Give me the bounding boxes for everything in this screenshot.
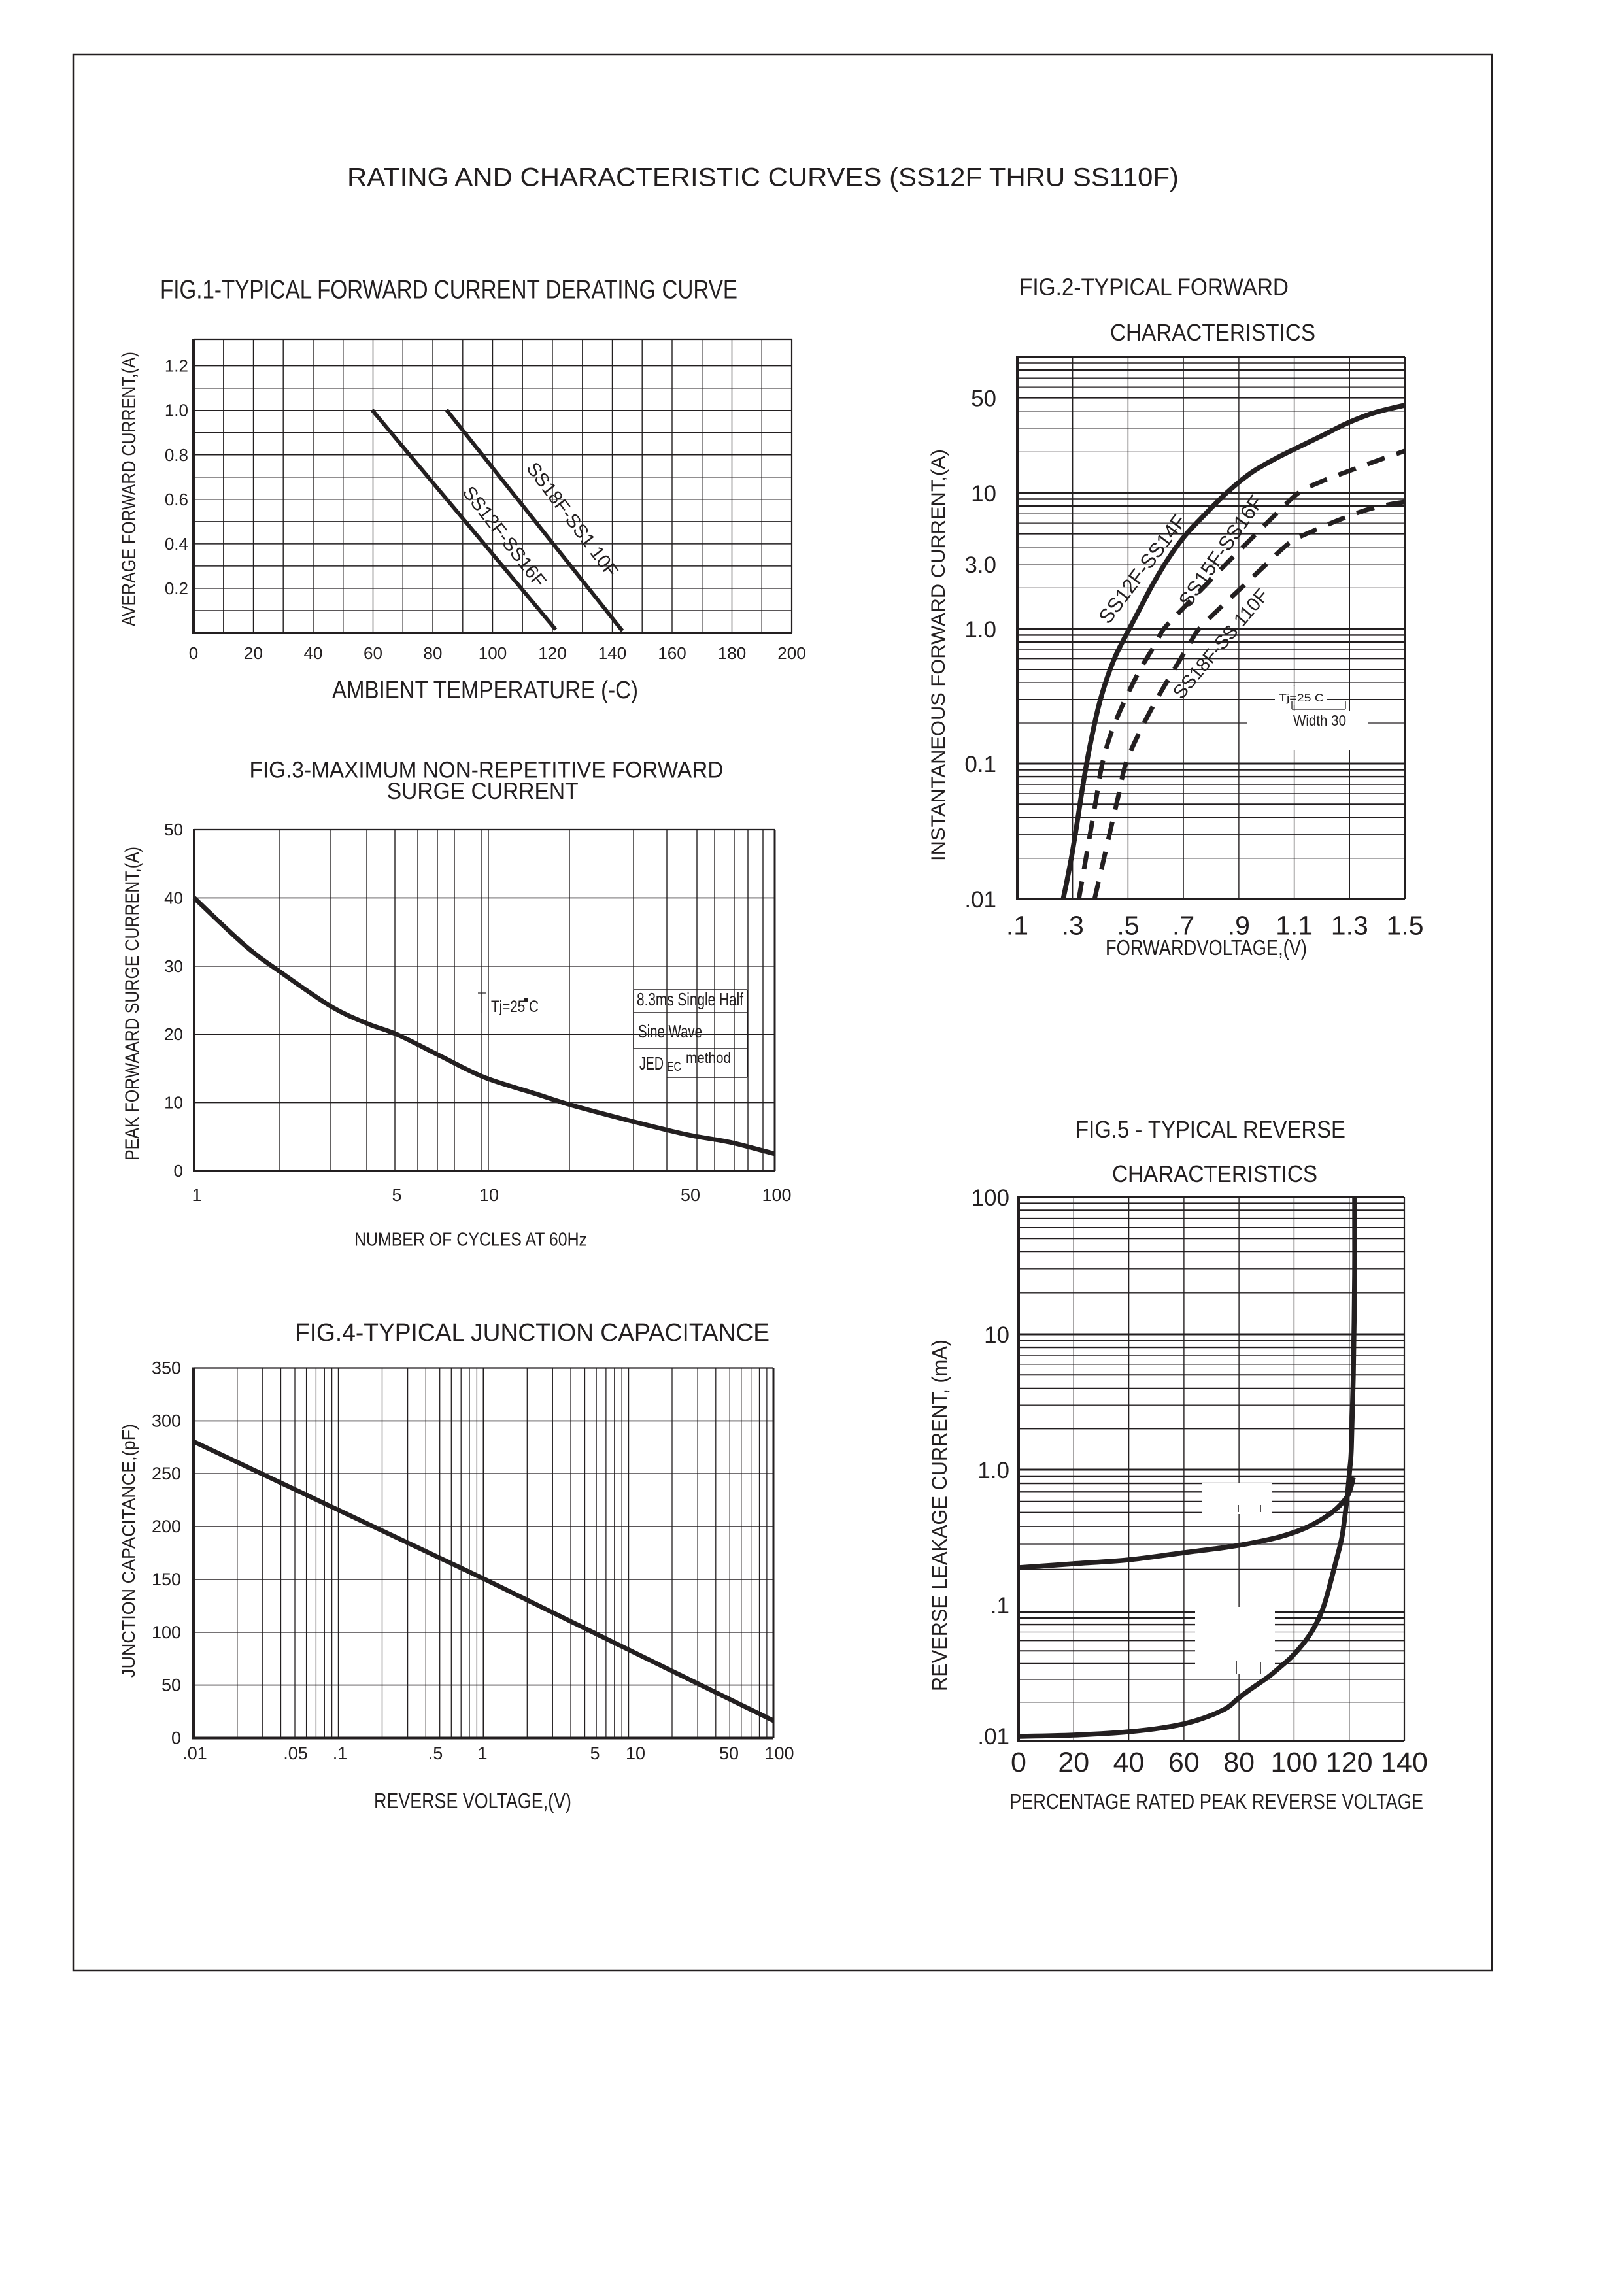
svg-text:100: 100 xyxy=(764,1744,794,1763)
svg-text:CHARACTERISTICS: CHARACTERISTICS xyxy=(1112,1160,1317,1187)
svg-text:30: 30 xyxy=(164,956,183,976)
svg-text:0.2: 0.2 xyxy=(165,579,188,598)
svg-text:40: 40 xyxy=(1113,1747,1145,1778)
svg-text:350: 350 xyxy=(152,1358,181,1378)
svg-text:60: 60 xyxy=(1168,1747,1200,1778)
svg-text:JED: JED xyxy=(639,1053,664,1073)
svg-text:3.0: 3.0 xyxy=(964,552,996,578)
svg-text:60: 60 xyxy=(364,643,382,663)
svg-text:10: 10 xyxy=(479,1185,499,1205)
svg-text:5: 5 xyxy=(590,1744,600,1763)
svg-text:.1: .1 xyxy=(333,1744,348,1763)
svg-text:1.5: 1.5 xyxy=(1387,911,1424,941)
svg-text:300: 300 xyxy=(152,1411,181,1430)
svg-text:.5: .5 xyxy=(1117,911,1139,941)
svg-text:RATING AND CHARACTERISTIC CURV: RATING AND CHARACTERISTIC CURVES (SS12F … xyxy=(347,163,1179,192)
svg-text:.05: .05 xyxy=(283,1744,308,1763)
svg-text:80: 80 xyxy=(1223,1747,1255,1778)
svg-text:REVERSE LEAKAGE CURRENT, (mA): REVERSE LEAKAGE CURRENT, (mA) xyxy=(928,1340,951,1691)
svg-text:CHARACTERISTICS: CHARACTERISTICS xyxy=(1110,319,1315,346)
svg-text:Width 30: Width 30 xyxy=(1293,712,1346,729)
svg-text:250: 250 xyxy=(152,1464,181,1483)
svg-text:AVERAGE FORWARD CURRENT,(A): AVERAGE FORWARD CURRENT,(A) xyxy=(118,352,140,626)
svg-text:40: 40 xyxy=(164,888,183,907)
svg-text:0.8: 0.8 xyxy=(165,445,188,465)
svg-text:50: 50 xyxy=(719,1744,739,1763)
svg-text:0: 0 xyxy=(174,1161,183,1181)
svg-text:.01: .01 xyxy=(977,1724,1009,1749)
svg-text:140: 140 xyxy=(598,643,626,663)
svg-text:50: 50 xyxy=(164,820,183,839)
svg-text:10: 10 xyxy=(984,1323,1009,1348)
svg-text:100: 100 xyxy=(479,643,507,663)
svg-text:10: 10 xyxy=(164,1093,183,1113)
svg-text:180: 180 xyxy=(718,643,746,663)
svg-text:FORWARDVOLTAGE,(V): FORWARDVOLTAGE,(V) xyxy=(1106,936,1307,960)
svg-text:Tj=25 C: Tj=25 C xyxy=(491,998,539,1016)
svg-text:AMBIENT TEMPERATURE (-C): AMBIENT TEMPERATURE (-C) xyxy=(332,677,638,704)
svg-text:0.6: 0.6 xyxy=(165,490,188,509)
svg-text:120: 120 xyxy=(538,643,566,663)
svg-text:0.4: 0.4 xyxy=(165,534,188,554)
svg-text:1: 1 xyxy=(477,1744,487,1763)
svg-text:REVERSE VOLTAGE,(V): REVERSE VOLTAGE,(V) xyxy=(374,1789,571,1813)
svg-text:1.0: 1.0 xyxy=(964,617,996,643)
svg-text:FIG.3-MAXIMUM NON-REPETITIVE F: FIG.3-MAXIMUM NON-REPETITIVE FORWARD xyxy=(250,757,724,783)
svg-text:20: 20 xyxy=(1058,1747,1089,1778)
svg-text:.5: .5 xyxy=(428,1744,443,1763)
svg-text:120: 120 xyxy=(1326,1747,1373,1778)
svg-text:20: 20 xyxy=(164,1024,183,1044)
svg-text:1: 1 xyxy=(192,1185,201,1205)
svg-text:.01: .01 xyxy=(964,887,996,913)
svg-text:Sine Wave: Sine Wave xyxy=(638,1021,702,1041)
svg-text:200: 200 xyxy=(152,1517,181,1536)
svg-text:INSTANTANEOUS FORWARD CURRENT,: INSTANTANEOUS FORWARD CURRENT,(A) xyxy=(928,449,949,861)
svg-text:JUNCTION CAPACITANCE,(pF): JUNCTION CAPACITANCE,(pF) xyxy=(118,1424,139,1678)
svg-text:100: 100 xyxy=(972,1185,1009,1211)
svg-text:.7: .7 xyxy=(1172,911,1194,941)
svg-text:8.3ms Single Half: 8.3ms Single Half xyxy=(637,989,743,1009)
svg-text:NUMBER OF CYCLES AT 60Hz: NUMBER OF CYCLES AT 60Hz xyxy=(354,1230,587,1251)
svg-text:1.0: 1.0 xyxy=(977,1458,1009,1483)
svg-text:.9: .9 xyxy=(1228,911,1250,941)
svg-text:EC: EC xyxy=(667,1060,681,1074)
svg-text:50: 50 xyxy=(681,1185,700,1205)
svg-text:FIG.5 - TYPICAL REVERSE: FIG.5 - TYPICAL REVERSE xyxy=(1075,1116,1345,1143)
svg-text:0: 0 xyxy=(1011,1747,1026,1778)
svg-text:1.1: 1.1 xyxy=(1276,911,1313,941)
svg-text:80: 80 xyxy=(424,643,443,663)
svg-text:FIG.4-TYPICAL JUNCTION CAPACIT: FIG.4-TYPICAL JUNCTION CAPACITANCE xyxy=(295,1319,770,1347)
svg-text:0.1: 0.1 xyxy=(964,752,996,777)
svg-text:1.3: 1.3 xyxy=(1331,911,1368,941)
svg-text:FIG.2-TYPICAL FORWARD: FIG.2-TYPICAL FORWARD xyxy=(1019,274,1289,301)
svg-text:150: 150 xyxy=(152,1570,181,1589)
svg-text:140: 140 xyxy=(1381,1747,1428,1778)
svg-text:1.2: 1.2 xyxy=(165,356,188,376)
svg-text:40: 40 xyxy=(304,643,323,663)
svg-text:PEAK FORWAARD SURGE CURRENT,(A: PEAK FORWAARD SURGE CURRENT,(A) xyxy=(122,847,143,1160)
svg-text:Tj=25 C: Tj=25 C xyxy=(1279,692,1324,704)
svg-text:200: 200 xyxy=(777,643,805,663)
svg-text:5: 5 xyxy=(392,1185,401,1205)
svg-text:20: 20 xyxy=(244,643,263,663)
svg-text:FIG.1-TYPICAL FORWARD CURRENT: FIG.1-TYPICAL FORWARD CURRENT DERATING C… xyxy=(160,276,737,305)
svg-text:PERCENTAGE RATED PEAK REVERSE: PERCENTAGE RATED PEAK REVERSE VOLTAGE xyxy=(1009,1789,1423,1813)
svg-text:.1: .1 xyxy=(990,1593,1009,1619)
svg-text:50: 50 xyxy=(971,386,996,412)
svg-text:10: 10 xyxy=(971,481,996,507)
svg-text:100: 100 xyxy=(762,1185,791,1205)
svg-text:0: 0 xyxy=(171,1729,181,1748)
svg-text:method: method xyxy=(686,1049,731,1066)
svg-text:.01: .01 xyxy=(182,1744,207,1763)
svg-text:100: 100 xyxy=(152,1623,181,1642)
svg-text:.1: .1 xyxy=(1006,911,1028,941)
svg-text:50: 50 xyxy=(161,1676,181,1695)
svg-text:1.0: 1.0 xyxy=(165,401,188,420)
svg-text:160: 160 xyxy=(658,643,686,663)
svg-text:10: 10 xyxy=(626,1744,645,1763)
svg-text:0: 0 xyxy=(189,643,198,663)
svg-text:.3: .3 xyxy=(1062,911,1084,941)
svg-text:100: 100 xyxy=(1271,1747,1318,1778)
svg-text:SURGE CURRENT: SURGE CURRENT xyxy=(387,778,579,804)
